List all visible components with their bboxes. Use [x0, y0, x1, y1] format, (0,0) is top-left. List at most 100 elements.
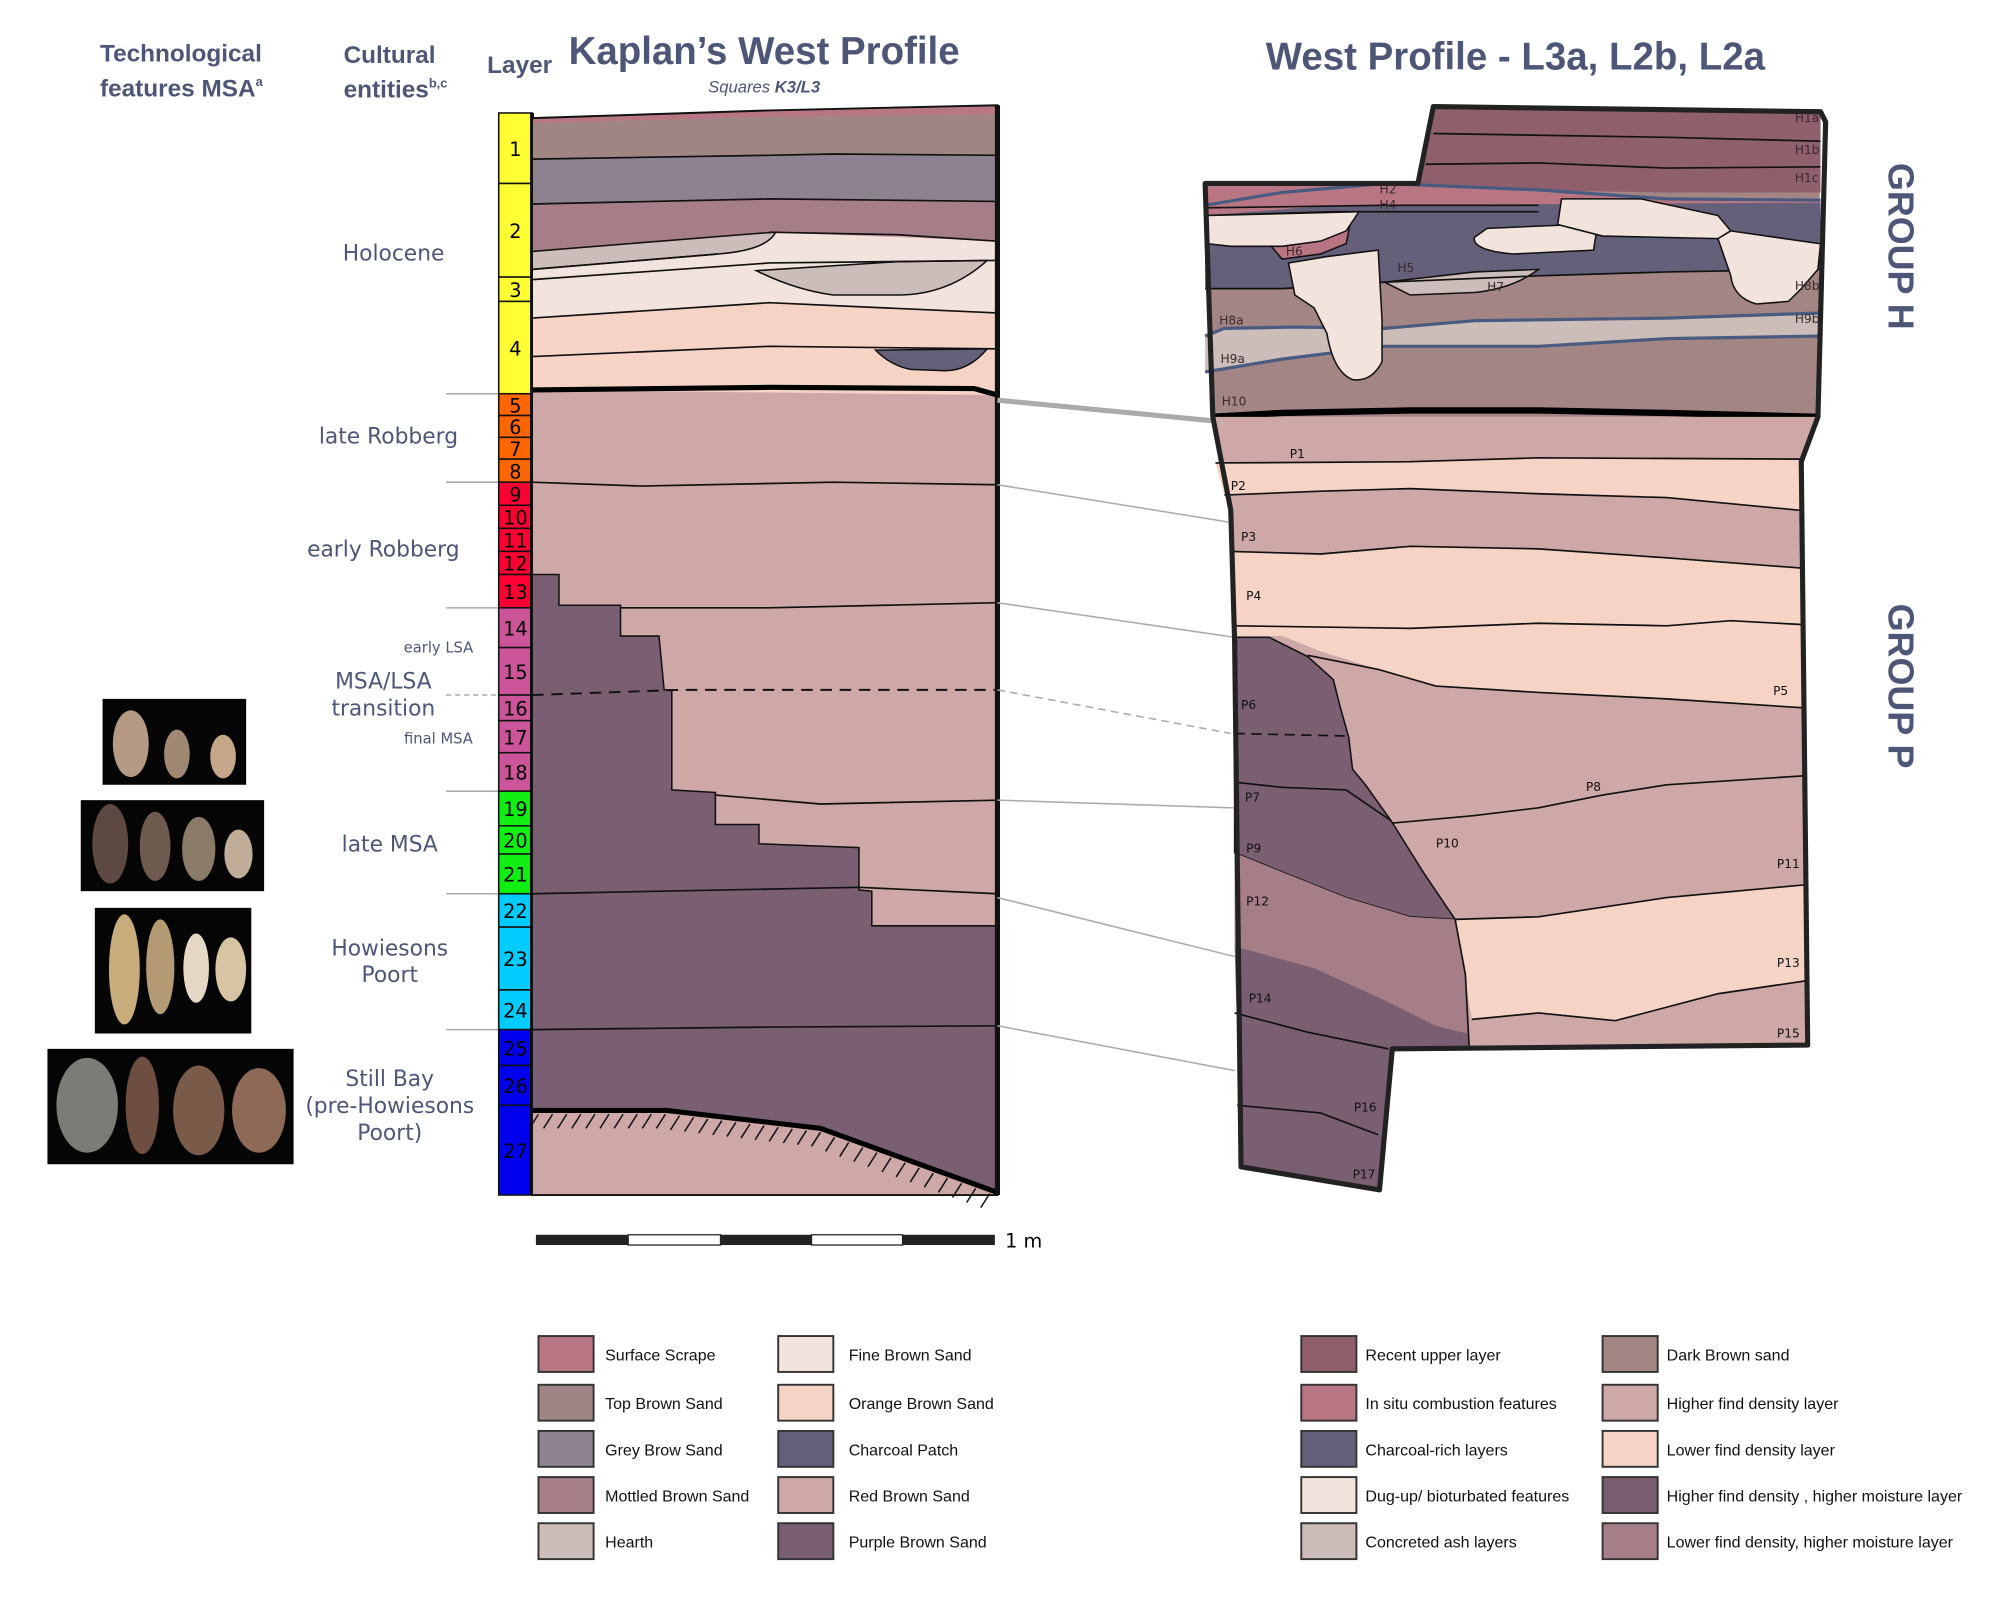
layer-label-p8: P8	[1586, 780, 1601, 794]
layer-7: 7	[497, 436, 533, 461]
layer-10: 10	[497, 504, 533, 530]
layer-label-p17: P17	[1353, 1167, 1376, 1181]
lower-density-p2	[1215, 457, 1802, 511]
entity-howiesons-line2: Poort	[361, 963, 418, 988]
layer-label-h8b: H8b	[1795, 279, 1820, 293]
technological-header-line1: Technological	[100, 41, 262, 68]
correlation-lines	[997, 397, 1235, 1072]
legend-item: In situ combustion features	[1300, 1383, 1557, 1422]
entity-howiesons-line1: Howiesons	[331, 936, 448, 961]
legend-swatch	[777, 1429, 835, 1468]
layer-number: 18	[503, 762, 527, 785]
hearth-bowl	[753, 259, 990, 296]
bedrock-surface	[532, 1107, 999, 1195]
orange-brown-sand-layer	[532, 302, 998, 396]
layer-label-p4: P4	[1246, 589, 1261, 603]
legend-swatch	[537, 1383, 595, 1422]
layer-swatch	[497, 112, 533, 185]
legend-label: Fine Brown Sand	[849, 1346, 972, 1364]
recent-upper-layer	[1417, 106, 1821, 193]
layer-number: 25	[503, 1037, 527, 1060]
layer-12: 12	[497, 550, 533, 576]
layer-number: 17	[503, 726, 527, 749]
legend-label: Hearth	[605, 1534, 653, 1552]
layer-label-h9a: H9a	[1221, 352, 1245, 366]
legend-item: Lower find density, higher moisture laye…	[1601, 1522, 1954, 1561]
cultural-header-line2: entitiesb,c	[344, 75, 448, 103]
layer-21: 21	[497, 853, 533, 895]
layer-label-h2: H2	[1379, 183, 1396, 197]
layer-swatch	[497, 892, 533, 928]
legend-label: Charcoal Patch	[849, 1441, 958, 1459]
ash-lens-h7	[1381, 268, 1541, 296]
layer-23: 23	[497, 926, 533, 991]
legend-label: Grey Brow Sand	[605, 1441, 723, 1459]
layer-label-p15: P15	[1777, 1026, 1800, 1040]
legend-label: Purple Brown Sand	[849, 1534, 987, 1552]
legend-swatch	[537, 1429, 595, 1468]
technological-header-line2: features MSAa	[100, 74, 264, 102]
lower-moisture-p12	[1234, 852, 1468, 1034]
legend-label: Mottled Brown Sand	[605, 1487, 749, 1505]
legend-west-profile: Recent upper layer In situ combustion fea…	[1300, 1335, 1963, 1561]
layer-label-h4: H4	[1379, 198, 1396, 212]
bioturbated-blob-center	[1473, 223, 1598, 255]
layer-number: 3	[509, 279, 521, 302]
entity-final-msa: final MSA	[404, 731, 473, 748]
layer-22: 22	[497, 892, 533, 928]
charcoal-patch	[873, 348, 989, 372]
layer-number: 12	[503, 553, 527, 576]
layer-9: 9	[497, 481, 533, 506]
layer-label-p9: P9	[1246, 842, 1261, 856]
layer-number: 26	[503, 1075, 527, 1098]
layer-number: 6	[509, 416, 521, 439]
entity-stillbay-line3: Poort)	[357, 1121, 422, 1146]
layer-number: 13	[503, 581, 527, 604]
artifact-photos	[47, 698, 294, 1165]
layer-number: 7	[509, 438, 521, 461]
surface-scrape-layer	[532, 105, 998, 124]
entity-msa-lsa-line2: transition	[331, 697, 435, 722]
legend-label: Higher find density layer	[1667, 1395, 1839, 1413]
artifact-photo-2	[80, 800, 265, 892]
legend-item: Mottled Brown Sand	[537, 1476, 749, 1514]
layer-label-p3: P3	[1241, 530, 1256, 544]
entity-early-lsa: early LSA	[404, 640, 474, 657]
layer-number: 5	[509, 394, 521, 417]
lower-density-p4-p5	[1230, 546, 1804, 708]
legend-item: Grey Brow Sand	[537, 1429, 723, 1468]
layer-number: 27	[503, 1140, 527, 1163]
entity-early-robberg: early Robberg	[307, 538, 460, 563]
combustion-band-upper	[1205, 183, 1821, 216]
legend-label: Recent upper layer	[1365, 1346, 1501, 1364]
layer-label-p7: P7	[1245, 790, 1260, 804]
kaplan-profile	[528, 104, 1001, 1209]
layer-number: 4	[509, 337, 521, 360]
legend-swatch	[777, 1383, 835, 1422]
layer-25: 25	[497, 1028, 533, 1067]
layer-swatch	[497, 1104, 533, 1196]
layer-number: 24	[503, 999, 527, 1022]
legend-item: Lower find density layer	[1601, 1429, 1836, 1468]
lower-density-p13	[1455, 884, 1806, 1021]
layer-17: 17	[497, 719, 533, 754]
layer-label-h8a: H8a	[1219, 314, 1243, 328]
legend-swatch	[777, 1335, 835, 1373]
legend-item: Concreted ash layers	[1300, 1522, 1517, 1561]
kaplan-title: Kaplan’s West Profile	[569, 30, 960, 73]
entity-holocene: Holocene	[343, 241, 445, 266]
cultural-entities: Holocene late Robberg early Robberg earl…	[305, 241, 474, 1145]
bioturbated-band-left	[1206, 210, 1361, 248]
layer-4: 4	[497, 300, 533, 395]
layer-number: 11	[503, 530, 527, 553]
group-p-layer-labels: P1 P2 P3 P4 P5 P6 P7 P8 P9 P10 P11 P12 P13 P14 P15 P16 P…	[1231, 447, 1800, 1182]
layer-20: 20	[497, 825, 533, 855]
layer-swatch	[497, 607, 533, 649]
mottled-brown-sand-layer	[532, 198, 998, 252]
layer-18: 18	[497, 751, 533, 792]
legend-label: Higher find density , higher moisture la…	[1667, 1487, 1963, 1505]
legend-item: Orange Brown Sand	[777, 1383, 994, 1422]
